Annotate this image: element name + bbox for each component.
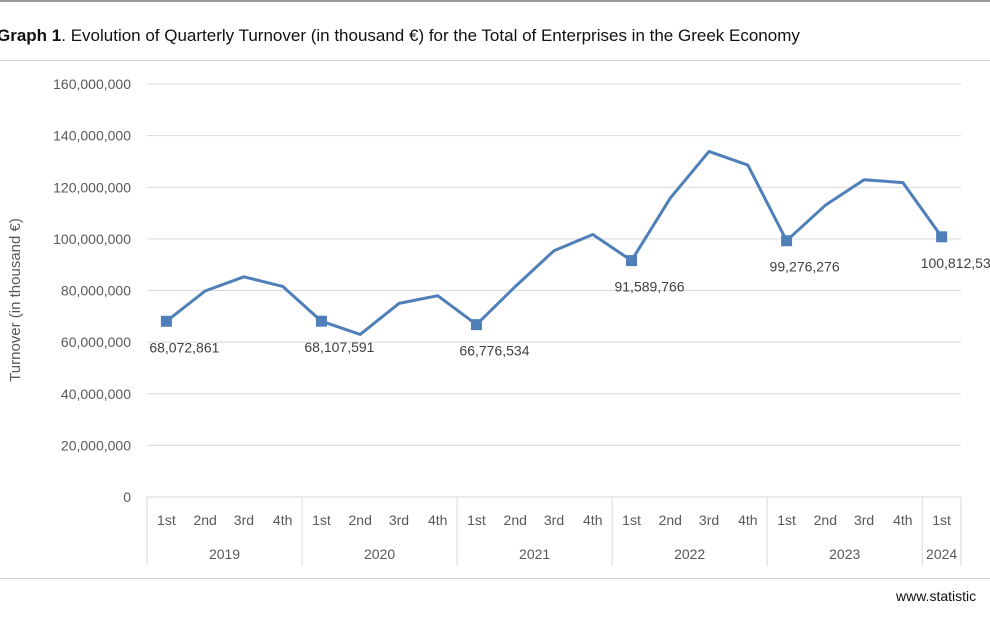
x-tick-label: 1st — [777, 512, 796, 528]
y-tick-label: 160,000,000 — [53, 76, 131, 92]
source-url: www.statistic — [896, 588, 977, 604]
top-rule — [0, 0, 990, 2]
y-tick-label: 100,000,000 — [53, 231, 131, 247]
y-tick-label: 140,000,000 — [53, 128, 131, 144]
x-group-label: 2019 — [209, 546, 240, 562]
data-label: 66,776,534 — [459, 343, 529, 359]
data-label: 91,589,766 — [614, 279, 684, 295]
x-group-label: 2022 — [674, 546, 705, 562]
chart-title-bold: Graph 1 — [0, 26, 62, 45]
chart-title-text: . Evolution of Quarterly Turnover (in th… — [61, 26, 800, 45]
data-marker — [315, 315, 327, 327]
x-tick-label: 4th — [583, 512, 602, 528]
data-label: 68,107,591 — [304, 339, 374, 355]
x-group-label: 2023 — [829, 546, 860, 562]
x-tick-label: 3rd — [699, 512, 719, 528]
x-tick-label: 2nd — [504, 512, 527, 528]
y-tick-label: 80,000,000 — [61, 283, 131, 299]
data-label: 68,072,861 — [149, 339, 219, 355]
x-tick-label: 2nd — [193, 512, 216, 528]
x-tick-label: 1st — [312, 512, 331, 528]
series-markers — [160, 231, 948, 331]
x-tick-label: 1st — [157, 512, 176, 528]
x-tick-label: 1st — [932, 512, 951, 528]
y-tick-label: 0 — [123, 489, 131, 505]
x-tick-label: 4th — [273, 512, 292, 528]
x-tick-label: 2nd — [659, 512, 682, 528]
y-axis: 0 20,000,000 40,000,000 60,000,000 80,000,00… — [53, 76, 131, 505]
x-tick-label: 2nd — [814, 512, 837, 528]
x-group-label: 2024 — [926, 546, 957, 562]
y-tick-label: 20,000,000 — [61, 437, 131, 453]
data-marker — [781, 235, 793, 247]
y-axis-label: Turnover (in thousand €) — [7, 218, 24, 382]
data-label: 100,812,534 — [921, 255, 990, 271]
x-tick-label: 3rd — [389, 512, 409, 528]
x-tick-label: 4th — [738, 512, 757, 528]
data-marker — [626, 255, 638, 267]
x-tick-label: 3rd — [234, 512, 254, 528]
x-tick-label: 4th — [428, 512, 447, 528]
y-tick-label: 40,000,000 — [61, 386, 131, 402]
series-line — [165, 149, 943, 336]
gridlines — [147, 83, 961, 498]
data-marker — [160, 315, 172, 327]
y-tick-label: 120,000,000 — [53, 179, 131, 195]
x-tick-label: 2nd — [349, 512, 372, 528]
data-marker — [936, 231, 948, 243]
data-label: 99,276,276 — [770, 259, 840, 275]
x-group-label: 2021 — [519, 546, 550, 562]
y-tick-label: 60,000,000 — [61, 334, 131, 350]
x-tick-label: 4th — [893, 512, 912, 528]
chart-frame-top — [0, 60, 990, 61]
x-tick-label: 3rd — [854, 512, 874, 528]
x-tick-label: 1st — [467, 512, 486, 528]
data-marker — [470, 319, 482, 331]
x-axis: 1st 2nd 3rd 4th 1st 2nd 3rd 4th 1st 2nd 3rd 4th 1st 2… — [146, 497, 962, 566]
data-labels: 68,072,861 68,107,591 66,776,534 91,589,766… — [149, 255, 990, 359]
x-tick-label: 1st — [622, 512, 641, 528]
x-tick-label: 3rd — [544, 512, 564, 528]
chart-frame-bottom — [0, 578, 990, 579]
x-group-label: 2020 — [364, 546, 395, 562]
chart-title: Graph 1. Evolution of Quarterly Turnover… — [0, 26, 800, 46]
